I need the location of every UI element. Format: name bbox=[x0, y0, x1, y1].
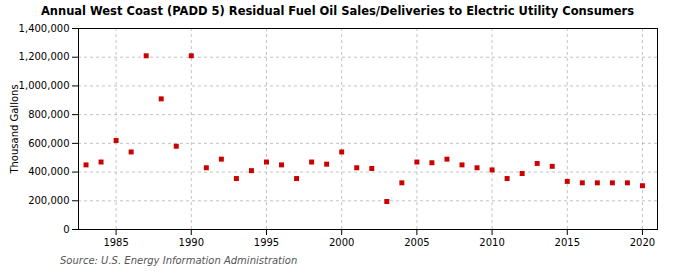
svg-text:2010: 2010 bbox=[479, 237, 504, 248]
html-text:Annual West Coast (PADD 5) Res: Annual West Coast (PADD 5) Residual Fuel… bbox=[40, 4, 635, 18]
svg-text:1,200,000: 1,200,000 bbox=[19, 51, 70, 62]
svg-text:2015: 2015 bbox=[555, 237, 580, 248]
svg-text:1995: 1995 bbox=[254, 237, 279, 248]
svg-text:Thousand Gallons: Thousand Gallons bbox=[9, 84, 20, 174]
svg-text:2000: 2000 bbox=[329, 237, 354, 248]
svg-text:200,000: 200,000 bbox=[28, 195, 69, 206]
svg-text:600,000: 600,000 bbox=[28, 138, 69, 149]
svg-text:2020: 2020 bbox=[630, 237, 655, 248]
svg-text:1,400,000: 1,400,000 bbox=[19, 23, 70, 34]
svg-text:400,000: 400,000 bbox=[28, 166, 69, 177]
svg-text:2005: 2005 bbox=[404, 237, 429, 248]
svg-text:1,000,000: 1,000,000 bbox=[19, 80, 70, 91]
svg-text:1990: 1990 bbox=[179, 237, 204, 248]
svg-text:0: 0 bbox=[63, 224, 69, 235]
html-text:Source: U.S. Energy Informatio: Source: U.S. Energy Information Administ… bbox=[60, 255, 298, 266]
svg-text:1985: 1985 bbox=[103, 237, 128, 248]
svg-text:800,000: 800,000 bbox=[28, 109, 69, 120]
